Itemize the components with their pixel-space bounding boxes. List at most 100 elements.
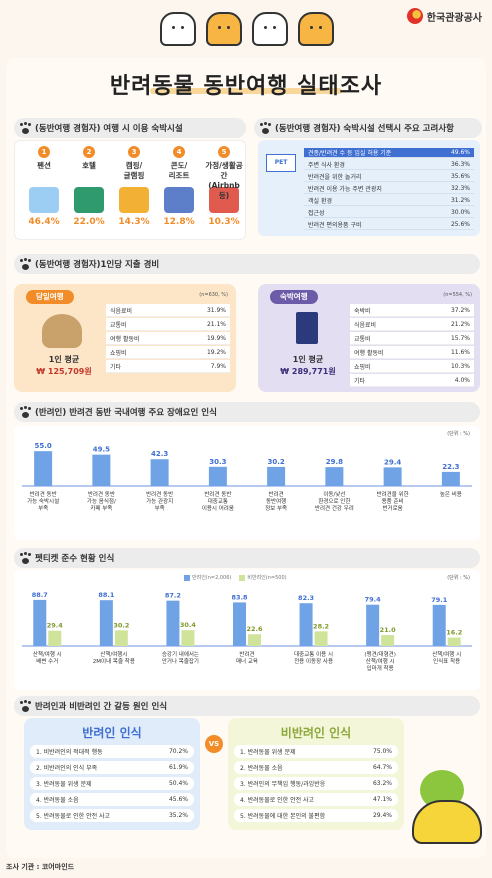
conflict-value: 70.2%	[168, 748, 188, 755]
spend-label: 쇼핑비	[110, 349, 127, 357]
obstacle-chart: (단위 : %) 55.0 반려견 동반 가능 숙박시설 부족 49.5 반려견 동반 가능…	[14, 426, 480, 540]
spend-row: 숙박비 37.2%	[350, 304, 474, 317]
data-label: 88.7	[32, 591, 48, 599]
sample-size: (n=554, %)	[443, 292, 472, 298]
spend-label: 식음료비	[354, 321, 377, 329]
category-label: 반려견 동반 가능 숙박시설 부족	[27, 490, 59, 512]
conflict-label: 4. 반려동물로 인한 안전 사고	[240, 797, 315, 804]
bar	[267, 466, 286, 486]
category-label: 반려견을 위한 용품 준비 번거로움	[377, 490, 409, 512]
section-heading-etiquette: 펫티켓 준수 현황 인식	[14, 548, 480, 568]
lodging-name: 콘도/ 리조트	[168, 161, 190, 180]
avg-value-text: 289,771원	[291, 367, 336, 376]
consider-label: 반려견 이용 가능 주변 관광지	[308, 186, 382, 193]
data-label: 29.4	[384, 458, 401, 466]
consider-value: 49.6%	[450, 149, 470, 156]
section-heading-text: (반려인) 반려견 동반 국내여행 주요 장애요인 인식	[35, 408, 217, 418]
lodging-percent: 10.3%	[208, 217, 240, 227]
day-trip-tag: 당일여행	[26, 290, 74, 304]
conflict-item: 4. 반려동물 소음 45.6%	[30, 793, 194, 806]
paw-icon	[260, 122, 271, 134]
lodging-name: 가정/생활공간 (Airbnb 등)	[205, 161, 243, 200]
paw-icon	[20, 122, 31, 134]
consider-label: 주변 식사 환경	[308, 162, 345, 169]
lodging-icon	[164, 187, 194, 213]
cat-icon	[206, 12, 242, 46]
spend-row: 여행 활동비 11.6%	[350, 346, 474, 359]
lodging-icon	[74, 187, 104, 213]
rank-badge: 3	[128, 146, 140, 158]
consider-row: 접근성 30.0%	[304, 208, 474, 218]
unit-label: (단위 : %)	[447, 575, 470, 581]
bar	[383, 467, 402, 486]
data-label: 30.3	[209, 458, 226, 466]
spend-label: 교통비	[110, 321, 127, 329]
nonowner-bar	[381, 635, 395, 646]
consider-label: 객실 환경	[308, 198, 332, 205]
spend-value: 37.2%	[450, 306, 470, 314]
owner-bar	[299, 603, 313, 646]
conflict-label: 5. 반려동물에 대한 본인의 불편함	[240, 813, 326, 820]
consider-label: 반려견 편의용품 구비	[308, 222, 362, 229]
conflict-item: 5. 반려동물에 대한 본인의 불편함 29.4%	[234, 809, 398, 822]
owner-title: 반려인 인식	[82, 726, 142, 740]
spend-value: 7.9%	[210, 362, 226, 370]
day-trip-panel: 당일여행 (n=630, %) 1인 평균 ₩ 125,709원 식음료비 31.…	[14, 284, 236, 392]
owner-bar	[233, 602, 246, 646]
conflict-item: 1. 비반려인의 적대적 행동 70.2%	[30, 745, 194, 758]
lodging-item: 2 호텔 22.0%	[67, 146, 111, 227]
spend-value: 4.0%	[454, 376, 470, 384]
spend-label: 교통비	[354, 335, 371, 343]
spend-row: 기타 7.9%	[106, 360, 230, 373]
conflict-item: 2. 반려동물 소음 64.7%	[234, 761, 398, 774]
spend-row: 기타 4.0%	[350, 374, 474, 387]
nonowner-title: 비반려인 인식	[280, 726, 352, 740]
dog-icon	[160, 12, 196, 46]
bar	[34, 451, 53, 486]
avg-label: 1인 평균	[292, 355, 324, 364]
category-label: 산책/여행시 2M이내 목줄 착용	[93, 650, 135, 665]
lodging-percent: 46.4%	[28, 217, 60, 227]
data-label: 29.4	[47, 622, 64, 630]
spend-row: 쇼핑비 10.3%	[350, 360, 474, 373]
conflict-value: 50.4%	[168, 780, 188, 787]
data-label: 83.8	[231, 593, 248, 601]
rank-badge: 1	[38, 146, 50, 158]
conflict-value: 63.2%	[372, 780, 392, 787]
consider-label: 견종/반려견 수 등 입실 허용 기준	[308, 150, 392, 157]
spend-label: 쇼핑비	[354, 363, 371, 371]
nonowner-bar	[314, 631, 328, 646]
lodging-percent: 14.3%	[118, 217, 150, 227]
conflict-value: 45.6%	[168, 796, 188, 803]
bar	[150, 459, 169, 486]
conflict-item: 3. 반려동물 위생 문제 50.4%	[30, 777, 194, 790]
owner-bar	[432, 604, 446, 646]
category-label: 승강기 내에서는 안거나 목줄잡기	[162, 650, 199, 665]
lodging-icon	[209, 187, 239, 213]
dog-icon	[298, 12, 334, 46]
bar	[441, 471, 460, 486]
conflict-value: 29.4%	[372, 812, 392, 819]
spend-value: 10.3%	[450, 362, 470, 370]
category-label: 반려견 동반 가능 관광지 부족	[146, 490, 173, 512]
paw-icon	[20, 552, 31, 564]
person-with-dog-illustration	[42, 314, 82, 348]
data-label: 30.2	[267, 458, 284, 466]
lodging-name: 호텔	[82, 161, 96, 170]
legend-owner: 반려인(n=2,006)	[184, 574, 231, 581]
category-label: 대중교통 이용 시 전용 이동장 사용	[294, 650, 333, 665]
conflict-value: 35.2%	[168, 812, 188, 819]
bar	[325, 467, 344, 486]
consider-row: 반려견 이용 가능 주변 관광지 32.3%	[304, 184, 474, 194]
consider-row: 견종/반려견 수 등 입실 허용 기준 49.6%	[304, 148, 474, 158]
lodging-name: 캠핑/ 글램핑	[123, 161, 145, 180]
won-icon: ₩	[36, 367, 46, 376]
category-label: 반려견 동반 가능 음식점/카페 부족	[87, 490, 116, 512]
won-icon: ₩	[280, 367, 290, 376]
avg-value-text: 125,709원	[47, 367, 92, 376]
spend-label: 식음료비	[110, 307, 133, 315]
stay-trip-tag: 숙박여행	[270, 290, 318, 304]
consider-row: 주변 식사 환경 36.3%	[304, 160, 474, 170]
section-heading-spend: (동반여행 경험자)1인당 지출 경비	[14, 254, 480, 274]
spend-label: 기타	[110, 363, 122, 371]
